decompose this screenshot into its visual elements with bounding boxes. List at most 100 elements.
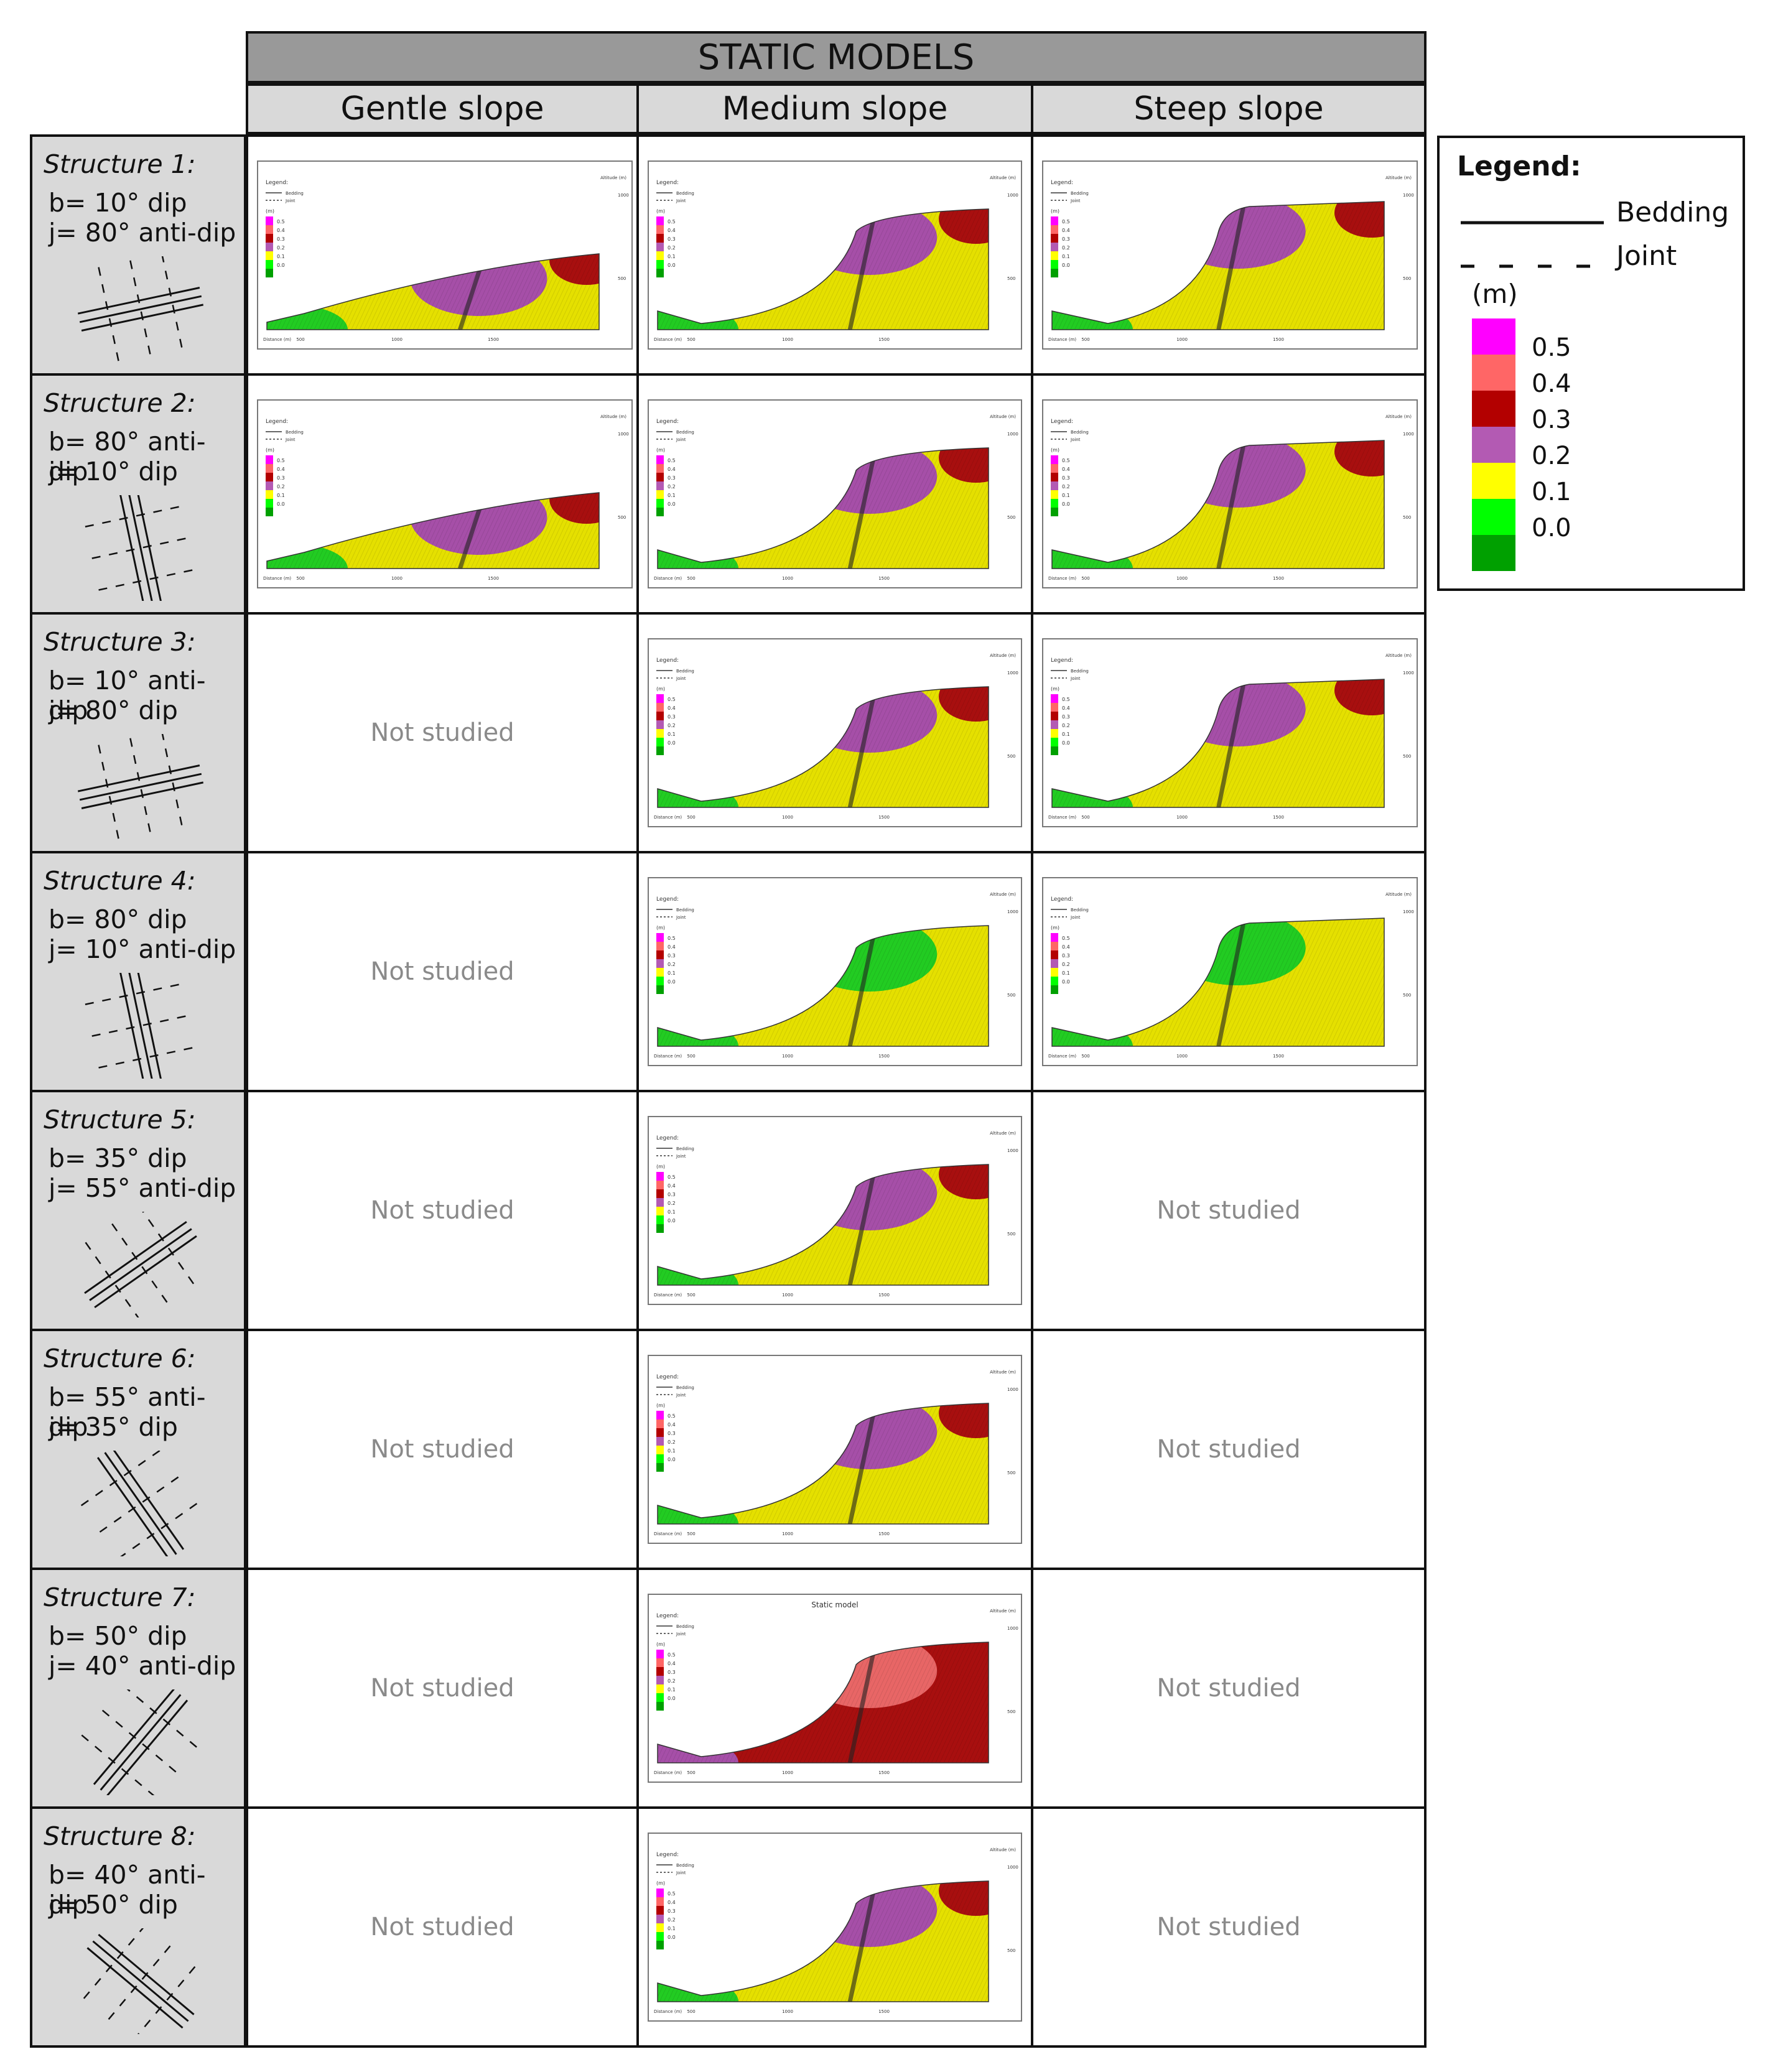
structure-j: j= 80° anti-dip — [49, 218, 236, 248]
mini-swatch — [656, 508, 664, 516]
mini-swatch-label: 0.2 — [277, 484, 285, 490]
x-tick: 1500 — [878, 1770, 890, 1775]
structure-sketch-3 — [77, 734, 204, 840]
static-model-title: Static model — [811, 1600, 859, 1609]
mini-legend-unit: (m) — [656, 1164, 665, 1169]
not-studied-label: Not studied — [370, 1674, 514, 1703]
mini-swatch — [656, 712, 664, 720]
static-model-plot: Legend: Bedding Joint (m)0.5 0.4 0.3 0.2 0.1 0.0… — [648, 638, 1022, 827]
mini-swatch — [656, 1658, 664, 1667]
mini-legend-joint: Joint — [1070, 676, 1081, 681]
mini-swatch-label: 0.4 — [1062, 228, 1070, 233]
mini-legend-unit: (m) — [1051, 447, 1059, 453]
mini-swatch — [656, 1411, 664, 1419]
mini-swatch — [656, 473, 664, 481]
not-studied-label: Not studied — [1157, 1674, 1301, 1703]
alt-tick-1000: 1000 — [1007, 1148, 1018, 1153]
mini-legend-title: Legend: — [656, 1135, 679, 1141]
mini-swatch — [656, 720, 664, 729]
mini-legend-unit: (m) — [656, 447, 665, 453]
mini-swatch — [1051, 251, 1058, 260]
mini-legend-unit: (m) — [656, 208, 665, 214]
model-cell: Not studied — [246, 1090, 639, 1331]
x-tick: 1500 — [1273, 1054, 1284, 1059]
mini-swatch — [656, 243, 664, 251]
structure-sketch-4 — [85, 973, 197, 1079]
model-cell: Legend: Bedding Joint (m) 0.5 0.4 0.3 0.2 0.1 0.0… — [1031, 373, 1427, 615]
static-model-plot: Legend: Bedding Joint (m)0.5 0.4 0.3 0.2 0.1 0.0… — [1042, 160, 1418, 350]
mini-swatch-label: 0.3 — [1062, 953, 1070, 959]
mini-legend-bedding: Bedding — [286, 430, 304, 435]
alt-tick-1000: 1000 — [1007, 671, 1018, 676]
mini-swatch-label: 0.0 — [668, 1218, 676, 1224]
structure-b: b= 80° dip — [49, 904, 187, 934]
mini-swatch — [656, 1437, 664, 1446]
alt-tick-1000: 1000 — [1403, 909, 1414, 914]
mini-swatch-label: 0.5 — [668, 458, 676, 463]
mini-swatch — [656, 490, 664, 499]
mini-swatch-label: 0.4 — [668, 467, 676, 472]
distance-label: Distance (m) — [654, 2009, 682, 2014]
mini-swatch — [1051, 269, 1058, 277]
legend-unit: (m) — [1472, 279, 1518, 309]
alt-tick-500: 500 — [1403, 515, 1411, 520]
model-cell: Not studied — [1031, 1329, 1427, 1570]
mini-swatch-label: 0.2 — [1062, 245, 1070, 251]
mini-swatch — [1051, 243, 1058, 251]
joint-band — [847, 1168, 877, 1285]
static-models-title: STATIC MODELS — [246, 31, 1427, 83]
structure-b: b= 35° dip — [49, 1143, 187, 1173]
altitude-label: Altitude (m) — [990, 1131, 1016, 1136]
mini-swatch-label: 0.3 — [668, 1670, 676, 1675]
bedding-lines — [77, 764, 204, 809]
mini-swatch-label: 0.0 — [1062, 740, 1070, 746]
mini-swatch — [1051, 464, 1058, 473]
structure-row-header: Structure 1: b= 10° dip j= 80° anti-dip — [30, 134, 246, 376]
alt-tick-1000: 1000 — [1007, 1626, 1018, 1631]
model-cell: Not studied — [1031, 1806, 1427, 2048]
x-tick: 1500 — [878, 337, 890, 342]
structure-sketch-7 — [81, 1689, 200, 1795]
mini-swatch-label: 0.0 — [1062, 262, 1070, 268]
joint-band — [847, 1884, 877, 2002]
structure-title: Structure 6: — [44, 1344, 196, 1373]
alt-tick-1000: 1000 — [618, 432, 629, 437]
mini-swatch-label: 0.4 — [668, 1183, 676, 1189]
alt-tick-1000: 1000 — [1007, 193, 1018, 198]
mini-swatch — [656, 968, 664, 977]
mini-swatch — [1051, 968, 1058, 977]
x-tick: 1000 — [391, 337, 403, 342]
mini-swatch — [656, 1454, 664, 1463]
mini-swatch — [1051, 977, 1058, 985]
distance-label: Distance (m) — [654, 1770, 682, 1775]
mini-swatch-label: 0.1 — [1062, 732, 1070, 737]
structure-row-header: Structure 4: b= 80° dip j= 10° anti-dip — [30, 851, 246, 1092]
mini-swatch — [266, 251, 273, 260]
structure-b: b= 10° anti-dip — [49, 666, 206, 725]
mini-swatch-label: 0.5 — [1062, 697, 1070, 702]
bedding-lines — [77, 287, 204, 332]
mini-swatch — [656, 1224, 664, 1233]
mini-swatch — [1051, 959, 1058, 968]
mini-legend-title: Legend: — [656, 180, 679, 186]
mini-legend-title: Legend: — [656, 1613, 679, 1619]
mini-swatch-label: 0.0 — [668, 501, 676, 507]
model-cell: Legend: Bedding Joint (m) 0.5 0.4 0.3 0.2 0.1 0.0… — [636, 1806, 1033, 2048]
alt-tick-500: 500 — [1403, 276, 1411, 281]
mini-swatch — [656, 746, 664, 755]
mini-swatch-label: 0.5 — [668, 697, 676, 702]
mini-legend-joint: Joint — [676, 1632, 686, 1637]
mini-legend-title: Legend: — [266, 180, 288, 186]
static-model-plot: Legend: Bedding Joint (m)0.5 0.4 0.3 0.2 0.1 0.0… — [648, 399, 1022, 588]
legend-title: Legend: — [1457, 151, 1581, 182]
model-cell: Not studied — [246, 1806, 639, 2048]
model-cell: Legend: Bedding Joint (m) 0.5 0.4 0.3 0.2 0.1 0.0… — [1031, 851, 1427, 1092]
structure-title: Structure 2: — [44, 388, 196, 418]
mini-swatch — [656, 977, 664, 985]
mini-swatch-label: 0.2 — [1062, 484, 1070, 490]
structure-j: j= 55° anti-dip — [49, 1173, 236, 1203]
mini-swatch-label: 0.1 — [277, 254, 285, 259]
alt-tick-1000: 1000 — [1007, 909, 1018, 914]
x-tick: 1500 — [1273, 337, 1284, 342]
joint-band — [847, 1645, 877, 1763]
